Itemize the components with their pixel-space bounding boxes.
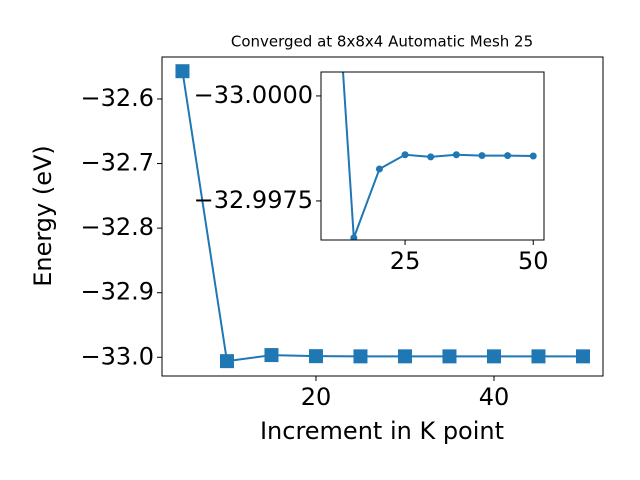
axes-frame bbox=[320, 71, 545, 241]
marker bbox=[401, 151, 409, 159]
marker bbox=[375, 165, 383, 173]
marker bbox=[219, 354, 234, 369]
marker bbox=[504, 152, 512, 160]
y-tick-label: −33.0 bbox=[80, 342, 154, 370]
marker bbox=[486, 349, 501, 364]
x-tick-label: 40 bbox=[479, 383, 510, 411]
x-tick-label: 20 bbox=[301, 383, 332, 411]
x-tick-label: 50 bbox=[518, 247, 549, 275]
y-tick-label: −32.9975 bbox=[194, 186, 313, 214]
y-tick-label: −32.9 bbox=[80, 278, 154, 306]
y-tick-label: −32.7 bbox=[80, 149, 154, 177]
y-tick-label: −32.6 bbox=[80, 84, 154, 112]
marker bbox=[529, 152, 537, 160]
marker bbox=[350, 234, 358, 240]
x-axis-label: Increment in K point bbox=[260, 417, 504, 445]
marker bbox=[427, 153, 435, 161]
marker bbox=[442, 349, 457, 364]
marker bbox=[353, 349, 368, 364]
y-tick-label: −32.8 bbox=[80, 213, 154, 241]
y-tick-label: −33.0000 bbox=[194, 81, 313, 109]
marker bbox=[264, 348, 279, 363]
marker bbox=[175, 64, 190, 79]
marker bbox=[452, 151, 460, 159]
marker bbox=[575, 349, 590, 364]
x-tick-label: 25 bbox=[390, 247, 421, 275]
marker bbox=[308, 349, 323, 364]
marker bbox=[478, 152, 486, 160]
plot-series bbox=[175, 64, 590, 369]
y-axis-label: Energy (eV) bbox=[29, 145, 57, 287]
series-line bbox=[181, 71, 583, 363]
axes-frame bbox=[161, 56, 604, 377]
chart-title: Converged at 8x8x4 Automatic Mesh 25 bbox=[231, 33, 533, 51]
plot-series bbox=[342, 72, 537, 240]
marker bbox=[531, 349, 546, 364]
marker bbox=[397, 349, 412, 364]
